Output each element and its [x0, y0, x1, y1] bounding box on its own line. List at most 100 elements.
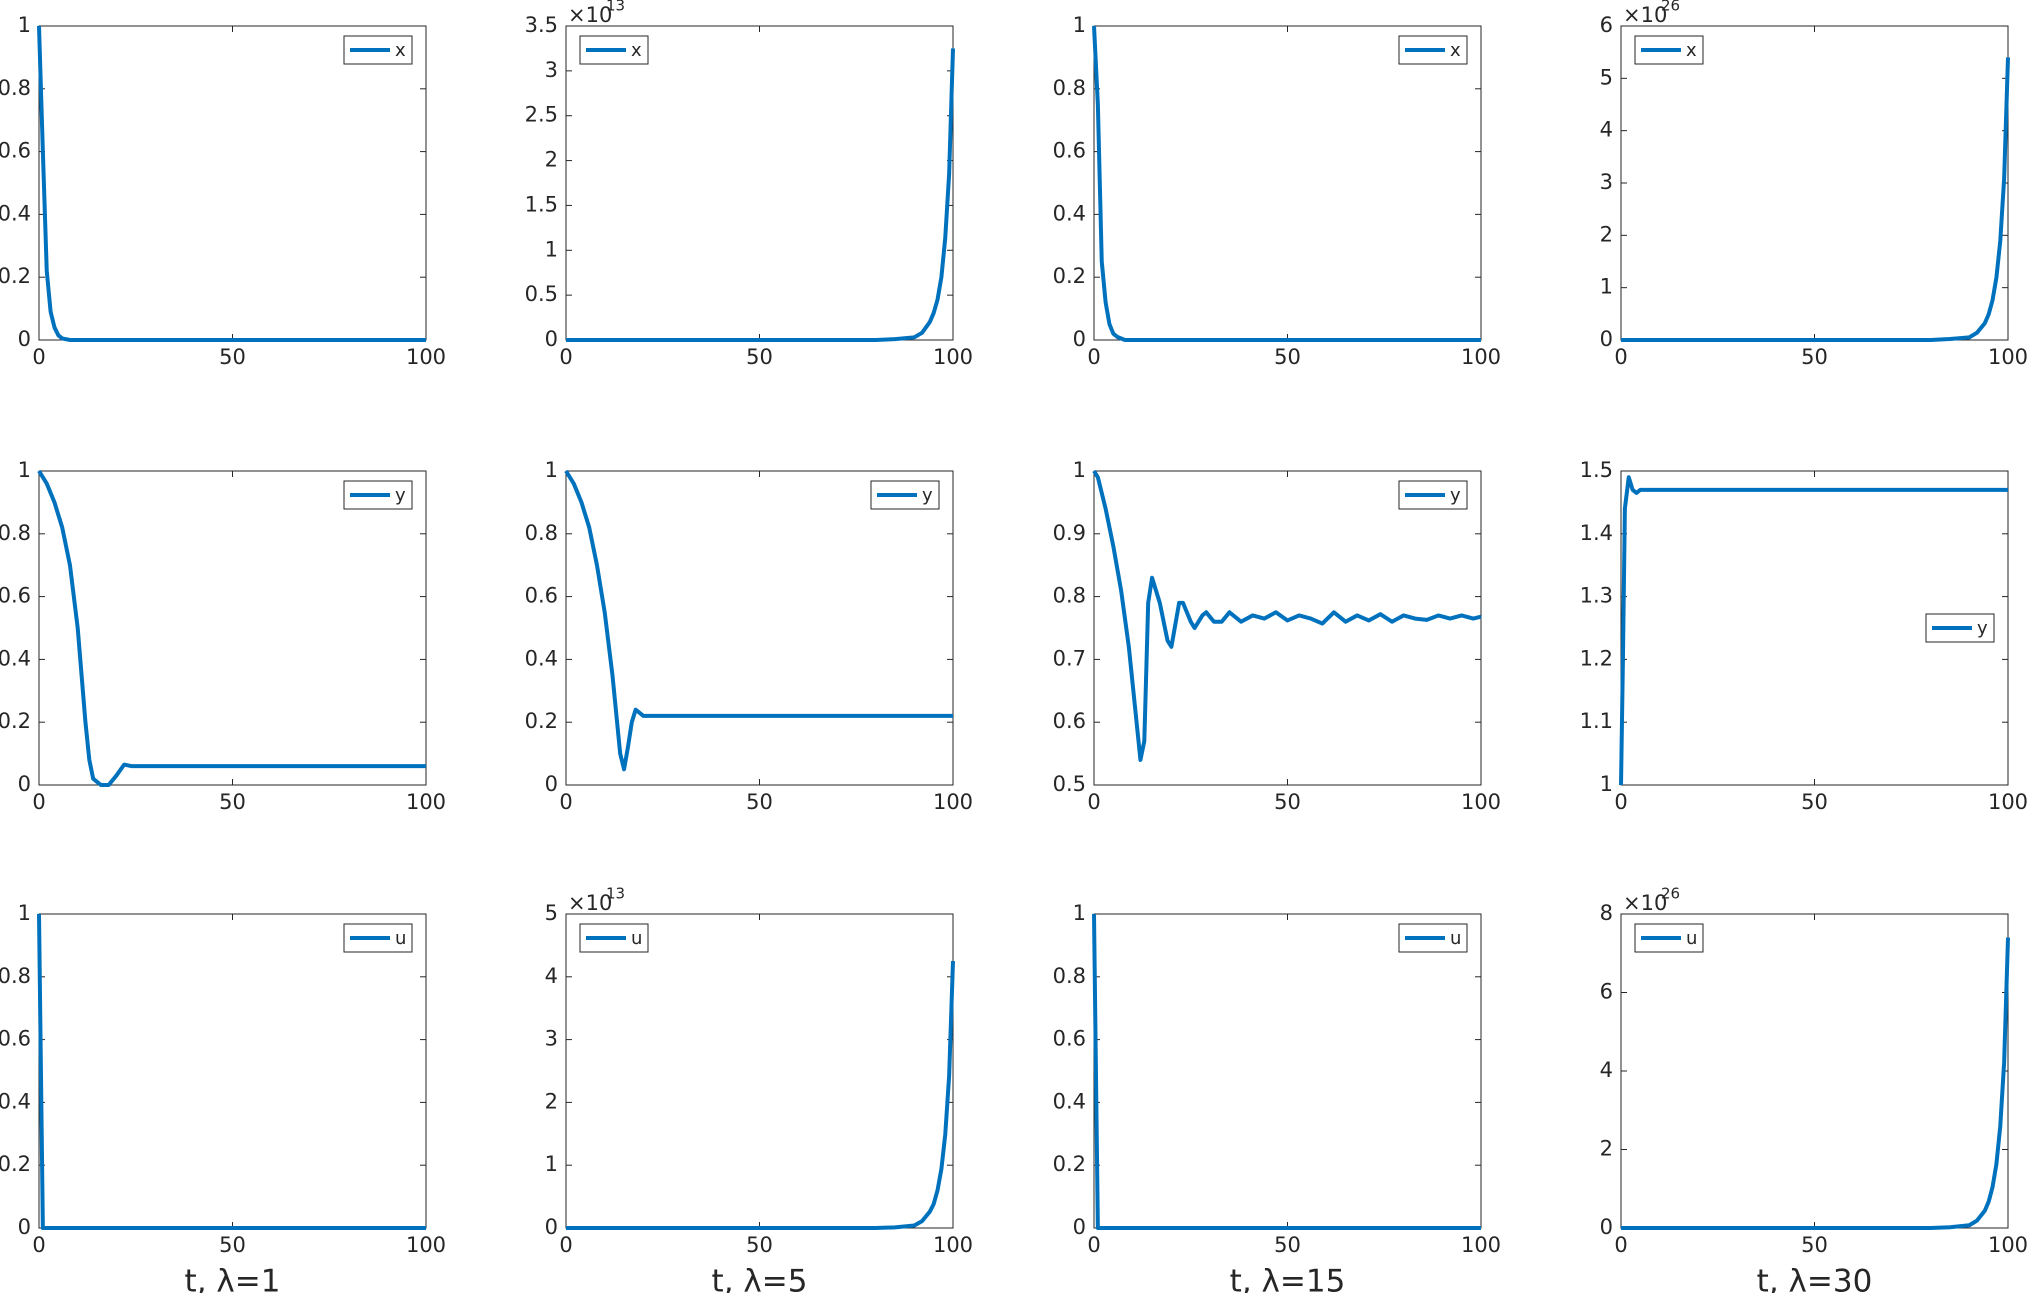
y-tick-label: 0 [545, 772, 558, 796]
y-tick-label: 0 [545, 327, 558, 351]
y-tick-label: 0 [18, 1215, 31, 1239]
x-tick-label: 0 [1087, 1233, 1100, 1257]
data-line [1619, 475, 2008, 786]
x-tick-label: 50 [1801, 790, 1828, 814]
y-tick-label: 2 [1600, 222, 1613, 246]
y-tick-label: 0.8 [0, 521, 31, 545]
y-tick-label: 6 [1600, 13, 1613, 37]
y-tick-label: 1 [18, 13, 31, 37]
y-tick-label: 1 [545, 458, 558, 482]
y-tick-label: 0.6 [0, 584, 31, 608]
x-axis-label: t, λ=30 [1757, 1264, 1873, 1293]
y-tick-label: 0.4 [1053, 201, 1086, 225]
y-tick-label: 0.2 [525, 709, 558, 733]
subplot: 0 0.2 0.4 0.6 0.8 1 0 50 100 t, λ=1 u [0, 901, 446, 1293]
y-tick-label: 0.8 [1053, 964, 1086, 988]
x-tick-label: 100 [406, 1233, 446, 1257]
y-tick-label: 1 [1600, 772, 1613, 796]
x-tick-label: 0 [1614, 1233, 1627, 1257]
y-multiplier-exponent: 26 [1661, 0, 1680, 15]
data-line [566, 961, 955, 1230]
y-tick-label: 5 [1600, 65, 1613, 89]
x-tick-label: 50 [219, 1233, 246, 1257]
y-tick-label: 0.6 [1053, 139, 1086, 163]
x-tick-label: 0 [32, 345, 45, 369]
y-tick-label: 1.2 [1580, 646, 1613, 670]
axes-box [565, 913, 954, 1229]
y-tick-label: 1 [1073, 13, 1086, 37]
y-tick-label: 3.5 [525, 13, 558, 37]
legend-label: x [1450, 40, 1461, 61]
data-line [1092, 25, 1481, 342]
y-tick-label: 1 [18, 458, 31, 482]
y-tick-label: 0.2 [0, 1152, 31, 1176]
legend: u [343, 923, 413, 953]
x-tick-label: 0 [32, 790, 45, 814]
x-axis-label: t, λ=15 [1230, 1264, 1346, 1293]
y-tick-label: 1.5 [525, 192, 558, 216]
axes-box [38, 913, 427, 1229]
x-tick-label: 50 [746, 790, 773, 814]
y-tick-label: 3 [1600, 170, 1613, 194]
y-tick-label: 0.9 [1053, 521, 1086, 545]
x-tick-label: 0 [32, 1233, 45, 1257]
y-tick-label: 2 [545, 1089, 558, 1113]
subplot: 0 0.2 0.4 0.6 0.8 1 0 50 100 t, λ=15 u [1053, 901, 1501, 1293]
x-axis-label: t, λ=1 [185, 1264, 281, 1293]
data-line [1621, 937, 2010, 1230]
x-tick-label: 100 [1988, 1233, 2027, 1257]
y-tick-label: 1 [545, 237, 558, 261]
y-tick-label: 1 [1073, 901, 1086, 925]
legend-label: u [1450, 928, 1461, 949]
x-tick-label: 50 [1801, 345, 1828, 369]
subplot: 0 0.2 0.4 0.6 0.8 1 0 50 100 x [1053, 13, 1501, 369]
y-tick-label: 0 [1600, 1215, 1613, 1239]
y-tick-label: 1 [545, 1152, 558, 1176]
y-tick-label: 0 [545, 1215, 558, 1239]
y-multiplier: ×10 [1623, 3, 1667, 27]
legend-label: y [1450, 485, 1461, 506]
x-tick-label: 100 [933, 790, 973, 814]
x-tick-label: 100 [1988, 345, 2027, 369]
x-tick-label: 50 [746, 1233, 773, 1257]
y-multiplier-exponent: 13 [606, 885, 625, 903]
subplot: 1 1.1 1.2 1.3 1.4 1.5 0 50 100 y [1580, 458, 2027, 814]
y-tick-label: 0.2 [0, 709, 31, 733]
axes-box [565, 25, 954, 341]
y-multiplier: ×10 [568, 3, 612, 27]
legend-label: u [1686, 928, 1697, 949]
y-tick-label: 0.2 [0, 264, 31, 288]
y-tick-label: 3 [545, 58, 558, 82]
data-line [37, 469, 426, 787]
y-tick-label: 6 [1600, 980, 1613, 1004]
y-tick-label: 0.8 [1053, 584, 1086, 608]
y-tick-label: 2 [1600, 1137, 1613, 1161]
y-tick-label: 8 [1600, 901, 1613, 925]
x-tick-label: 0 [1614, 345, 1627, 369]
y-multiplier: ×10 [1623, 891, 1667, 915]
legend-label: y [395, 485, 406, 506]
x-tick-label: 50 [219, 790, 246, 814]
legend-label: x [395, 40, 406, 61]
y-tick-label: 0 [1073, 1215, 1086, 1239]
x-tick-label: 50 [1801, 1233, 1828, 1257]
axes-box [1093, 25, 1482, 341]
subplot: 0 0.2 0.4 0.6 0.8 1 0 50 100 y [525, 458, 973, 814]
legend: y [1925, 613, 1995, 643]
axes-box [38, 470, 427, 786]
data-line [566, 48, 955, 342]
y-tick-label: 0.8 [0, 964, 31, 988]
y-tick-label: 0.4 [1053, 1089, 1086, 1113]
data-line [1092, 913, 1481, 1230]
y-tick-label: 0 [18, 772, 31, 796]
legend-label: y [1977, 618, 1988, 639]
y-tick-label: 1 [1073, 458, 1086, 482]
y-tick-label: 1.5 [1580, 458, 1613, 482]
y-tick-label: 0.5 [525, 282, 558, 306]
x-tick-label: 0 [1087, 790, 1100, 814]
y-tick-label: 0 [1073, 327, 1086, 351]
axes-box [1093, 470, 1482, 786]
axes-box [1620, 913, 2009, 1229]
y-tick-label: 0.2 [1053, 1152, 1086, 1176]
